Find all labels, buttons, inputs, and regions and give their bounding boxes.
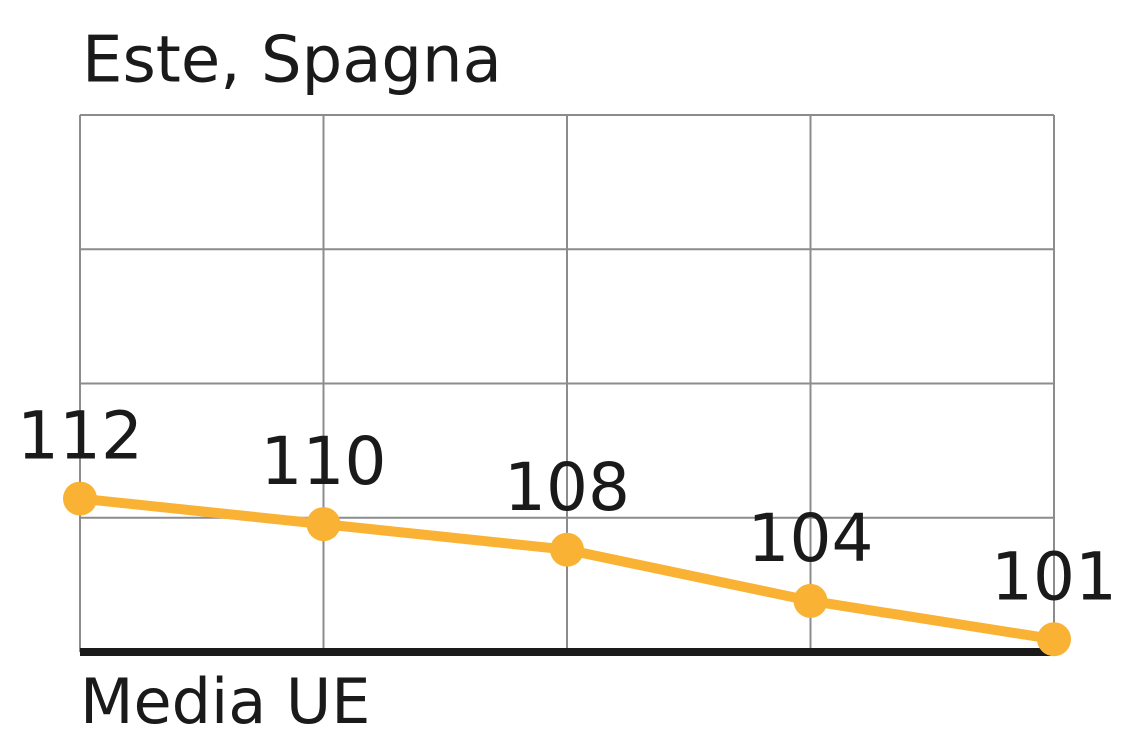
data-point: [793, 583, 828, 618]
data-label: 110: [261, 423, 387, 500]
data-point: [63, 481, 97, 516]
data-label: 112: [17, 398, 143, 475]
chart-title: Este, Spagna: [82, 24, 502, 98]
baseline-label: Media UE: [80, 665, 370, 735]
data-label: 104: [748, 500, 874, 577]
data-point: [1037, 622, 1071, 657]
data-point: [306, 507, 341, 542]
data-point: [550, 532, 584, 567]
data-label: 101: [991, 538, 1117, 615]
data-label: 108: [504, 449, 630, 526]
